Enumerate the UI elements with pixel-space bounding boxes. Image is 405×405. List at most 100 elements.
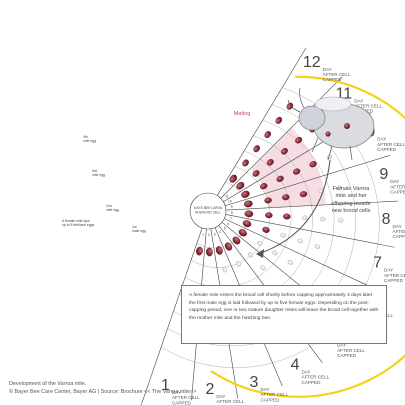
inner-day-number: 4 [219,230,221,234]
daughter-mite [295,136,303,144]
day-number: 1 [161,377,170,394]
daughter-mite [276,175,284,182]
caption-line-1: Development of the Varroa mite. [9,381,87,387]
mite-egg [257,240,263,246]
daughter-mite [266,159,274,166]
mite-egg [319,216,326,222]
mite-egg [236,261,241,267]
inner-day-number: 9 [231,205,233,209]
day-label-12: 12 DAY AFTER CELL CAPPED [303,54,351,82]
daughter-mite [282,194,290,201]
capping-ring [210,75,405,398]
daughter-mite [283,213,291,220]
daughter-mite [260,183,268,190]
mite-egg [287,260,293,265]
mite-egg [247,252,253,258]
invasion-text-line: mite and her [335,193,367,200]
day-number: 3 [250,374,259,391]
fourth-mite-label: 4th mite egg [83,135,96,143]
mother-mite [242,220,252,228]
mite-stages [196,102,317,257]
mite-egg [297,238,303,244]
invasion-text-line: new brood cells [331,207,371,214]
daughter-mite [292,168,301,175]
day-spoke-8 [225,200,398,211]
inner-day-number: 10 [228,199,232,203]
day-spoke-11 [220,76,343,199]
mother-mite [196,246,203,256]
day-label-3: 3 DAY AFTER CELL CAPPED [250,374,289,402]
day-spoke-7 [225,214,395,248]
daughter-mite [262,226,270,233]
inner-day-number: 5 [224,226,226,230]
info-box-text: A female mite enters the brood cell shor… [189,293,379,321]
day-label-4: 4 DAY AFTER CELL CAPPED [291,356,330,384]
day-spoke-0 [140,227,203,405]
inner-day-number: 3 [214,232,216,236]
day-spoke-12 [217,47,307,196]
day-number: 7 [373,255,382,272]
inner-day-number: 11 [225,194,229,198]
day-spoke-9 [225,155,390,207]
inner-day-number: 8 [231,211,233,215]
center-label: DAYS BEE LARVA IN BROOD CELL [194,206,223,214]
invasion-arrow [256,159,331,258]
daughter-mite [264,131,271,139]
invasion-text-line: offspring invade [331,200,371,207]
daughter-mite [309,161,317,168]
mite-egg [302,215,308,220]
mother-mite [244,210,254,218]
female-lays-label: A female mite lays up to 5 fertilized egg… [62,219,95,227]
second-mite-label: 2nd mite egg [106,204,119,212]
inner-day-number: 2 [208,233,210,237]
mother-mite [229,174,238,183]
daughter-mite [264,197,272,204]
mother-mite [244,200,253,208]
day-number: 4 [291,356,300,373]
inner-day-number: 6 [227,222,229,226]
daughter-mite [286,102,294,110]
day-number: 8 [382,211,391,228]
daughter-mite [253,145,260,153]
mother-mite [236,181,245,190]
daughter-mite [265,212,273,219]
figure-caption: Development of the Varroa mite. © Bayer … [9,381,196,396]
mother-mite [238,229,247,237]
inner-day-number: 1 [202,233,204,237]
day-number: 9 [379,166,388,183]
invasion-text: Female Varroa mite and her offspring invad… [322,186,380,215]
daughter-mite [275,116,283,124]
mother-mite [241,190,250,198]
mite-egg [272,250,278,256]
center-hub [189,192,227,230]
mother-mite [215,246,223,255]
day-number: 2 [205,381,214,398]
daughter-mite [280,148,288,155]
mite-egg [222,266,228,273]
mother-mite [232,236,241,245]
mite-egg [336,185,342,191]
daughter-mite [299,191,308,198]
mating-label: Mating [234,111,251,117]
info-box: A female mite enters the brood cell shor… [181,285,387,344]
day-label-1: 1 DAY AFTER CELL CAPPED [161,377,200,405]
mother-mite [224,242,233,251]
caption-line-2: © Bayer Bee Care Center, Bayer AG | Sour… [9,388,197,395]
daughter-mite [252,170,260,177]
daughter-mite [242,159,249,167]
